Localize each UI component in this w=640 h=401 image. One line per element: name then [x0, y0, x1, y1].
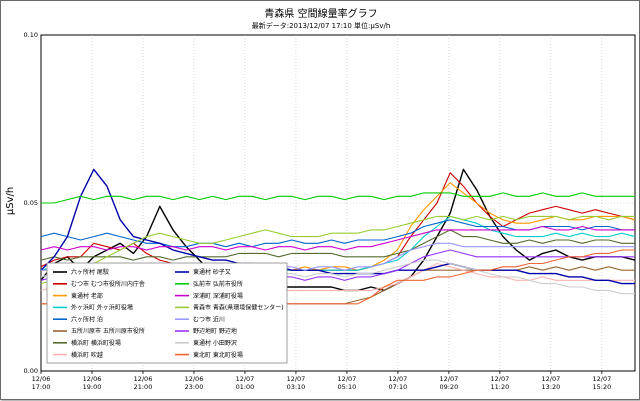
chart-title: 青森県 空間線量率グラフ [264, 7, 377, 20]
y-tick-label: 0.00 [24, 367, 38, 375]
x-tick-time: 07:10 [389, 383, 408, 391]
legend-entry: 横浜町 吹越 [71, 351, 103, 359]
x-tick-time: 21:00 [134, 383, 153, 391]
legend-entry: むつ市 近川 [193, 315, 225, 323]
x-tick-time: 05:10 [338, 383, 357, 391]
y-axis-label: μSv/h [5, 187, 16, 215]
x-tick-date: 12/07 [491, 375, 510, 383]
x-tick-time: 03:10 [287, 383, 306, 391]
x-tick-date: 12/07 [389, 375, 408, 383]
x-tick-time: 23:00 [185, 383, 204, 391]
legend-entry: 野辺地町 野辺地 [193, 327, 237, 335]
x-tick-date: 12/06 [83, 375, 102, 383]
series-line [41, 192, 635, 204]
x-tick-date: 12/07 [542, 375, 561, 383]
x-tick-date: 12/07 [592, 375, 611, 383]
axes: 0.000.050.1012/0617:0012/0619:0012/0621:… [24, 31, 612, 391]
legend-entry: 東北町 東北町役場 [193, 351, 243, 359]
legend-entry: 外ヶ浜町 外ヶ浜町役場 [71, 304, 133, 312]
legend-entry: 弘前市 弘前市役所 [193, 280, 243, 288]
y-tick-label: 0.10 [24, 31, 38, 39]
legend-box [46, 262, 288, 364]
y-tick-label: 0.05 [24, 199, 38, 207]
legend-entry: 横浜町 横浜町役場 [71, 339, 121, 347]
legend-entry: 五所川原市 五所川原市役所 [71, 327, 145, 335]
legend-entry: 六ヶ所村 尾駮 [71, 268, 109, 276]
series-line [40, 215, 635, 285]
x-tick-date: 12/07 [236, 375, 255, 383]
chart-subtitle: 最新データ:2013/12/07 17:10 単位:μSv/h [252, 21, 391, 30]
x-tick-time: 19:00 [83, 383, 102, 391]
legend-entry: 六ヶ所村 泊 [71, 315, 103, 323]
x-tick-date: 12/06 [185, 375, 204, 383]
legend-entry: 東通村 砂子又 [193, 268, 231, 276]
x-tick-time: 01:00 [236, 383, 255, 391]
legend-entry: 東通村 老部 [71, 292, 103, 300]
x-tick-time: 13:20 [542, 383, 561, 391]
series-line [40, 168, 635, 285]
series-line [40, 229, 635, 261]
x-tick-time: 17:00 [32, 383, 51, 391]
legend-entry: 青森市 青森(県環境保健センター) [193, 304, 284, 312]
x-tick-date: 12/07 [287, 375, 306, 383]
x-tick-date: 12/07 [338, 375, 357, 383]
series-lines [40, 168, 636, 305]
x-tick-date: 12/06 [32, 375, 51, 383]
x-tick-date: 12/07 [440, 375, 459, 383]
legend-entry: 深浦町 深浦町役場 [193, 292, 243, 300]
legend-entry: むつ市 むつ市役所川内庁舎 [71, 280, 145, 288]
x-tick-time: 15:20 [592, 383, 611, 391]
x-tick-time: 11:20 [491, 383, 510, 391]
x-tick-time: 09:20 [440, 383, 459, 391]
legend-entry: 東通村 小田野沢 [193, 339, 237, 347]
x-tick-date: 12/06 [134, 375, 153, 383]
series-line [40, 225, 635, 251]
